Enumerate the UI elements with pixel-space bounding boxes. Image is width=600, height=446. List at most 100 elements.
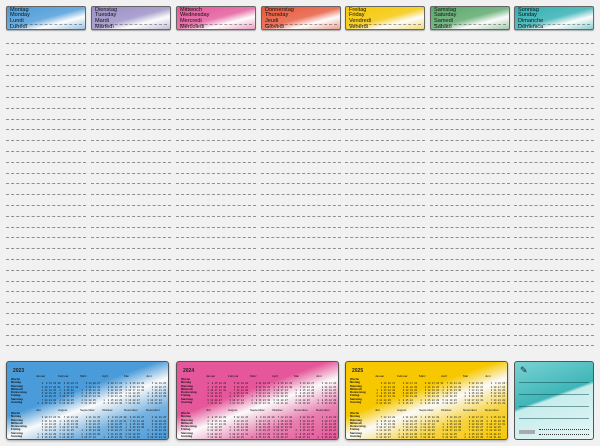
day-name: Sabato [434,24,506,29]
day-header-donnerstag: Donnerstag Thursday Jeudi Giovedì [261,6,341,30]
month-days: 4 11 18 25 5 12 19 26 6 13 20 27 7 14 21… [295,416,315,440]
day-column[interactable] [261,38,341,350]
writing-line [514,334,594,336]
day-header-mittwoch: Mittwoch Wednesday Mercredi Mercoledì [176,6,256,30]
month-name: Januar [206,374,216,378]
writing-line [6,86,86,88]
day-column[interactable] [176,38,256,350]
writing-line [345,259,425,260]
writing-line [176,323,256,325]
writing-line [6,161,86,163]
writing-line [345,107,425,109]
month-days: 5 12 19 26 6 13 20 27 7 14 21 28 1 8 15 … [229,382,249,406]
writing-line [430,53,510,55]
day-name: Donnerstag [265,7,294,13]
month-days: 7 14 21 28 1 8 15 22 29 2 9 16 23 30 3 1… [59,416,79,440]
month-block: November 6 13 20 27 7 14 21 28 1 8 15 22… [124,408,145,439]
writing-line [176,151,256,152]
logo-box [519,430,535,434]
day-column[interactable] [91,38,171,350]
day-column[interactable] [6,38,86,350]
row-label: Samstag [350,396,362,401]
day-name: Sonntag [518,7,539,13]
month-name: Mai [463,374,468,378]
writing-line [6,43,86,44]
writing-line [514,215,594,217]
month-days: 6 13 20 27 7 14 21 28 1 8 15 22 29 2 9 1… [295,382,315,406]
writing-line [176,259,256,260]
writing-line [261,43,341,44]
writing-line [176,280,256,282]
writing-line [176,205,256,206]
day-name: Vendredi [349,18,421,26]
writing-line [261,53,341,55]
row-label: Montag [350,380,360,385]
month-days: 2 9 16 23 30 3 10 17 24 4 11 18 25 5 12 … [251,416,275,440]
writing-line [176,118,256,120]
month-name: November [124,408,138,412]
writing-line [514,183,594,185]
day-column[interactable] [345,38,425,350]
writing-line [430,43,510,44]
day-name: Mittwoch [180,7,203,13]
day-header-dienstag: Dienstag Tuesday Mardi Martedì [91,6,171,30]
writing-line [514,161,594,163]
writing-line [91,43,171,44]
day-header-samstag: Samstag Saturday Samedi Sabato [430,6,510,30]
writing-line [176,269,256,271]
writing-line [91,269,171,271]
month-block: Dezember 2 9 16 23 30 3 10 17 24 31 4 11… [316,408,338,439]
writing-line [430,161,510,163]
row-label: Dienstag [11,383,23,388]
month-block: Januar 1 8 15 22 29 2 9 16 23 30 3 10 17… [206,374,227,406]
month-name: November [294,408,308,412]
writing-line [6,248,86,250]
writing-line [176,215,256,217]
month-days: 4 11 18 25 5 12 19 26 6 13 20 27 7 14 21… [398,416,418,440]
writing-line [261,269,341,271]
writing-line [514,280,594,282]
row-label: Dienstag [11,417,23,422]
row-label: Dienstag [181,417,193,422]
month-block: Juni 5 12 19 26 6 13 20 27 7 14 21 28 1 … [146,374,167,405]
row-label: Freitag [181,427,191,432]
month-name: März [250,374,257,378]
writing-line [261,259,341,260]
writing-line [6,53,86,55]
month-block: Mai 1 8 15 22 29 2 9 16 23 30 3 10 17 24… [124,374,145,406]
month-days: 1 8 15 22 29 2 9 16 23 30 3 10 17 24 31 … [207,382,227,406]
writing-line [261,140,341,142]
writing-line [514,86,594,88]
row-label: Mittwoch [11,420,24,425]
row-label: Mittwoch [350,386,363,391]
writing-line [261,226,341,228]
writing-line [176,129,256,131]
month-name: Dezember [485,408,499,412]
row-labels: Woche Montag Dienstag Mittwoch Donnerstag Fre… [11,411,35,438]
writing-line [345,43,425,44]
writing-line [91,334,171,336]
row-label: Dienstag [350,417,362,422]
month-name: Februar [58,374,69,378]
writing-line [91,64,171,66]
row-label: Samstag [11,396,23,401]
row-label: Sonntag [11,400,23,405]
month-block: Dezember 4 11 18 25 5 12 19 26 6 13 20 2… [146,408,167,439]
writing-line [345,86,425,88]
month-name: Oktober [441,408,452,412]
month-name: Dezember [316,408,330,412]
day-name: Mercredi [180,18,252,26]
month-days: 1 8 15 22 29 2 9 16 23 30 3 10 17 24 31 … [125,382,145,406]
writing-line [6,291,86,293]
month-block: April 7 14 21 28 1 8 15 22 29 2 9 16 23 … [441,374,462,405]
writing-line [430,291,510,293]
row-label: Donnerstag [11,390,27,395]
day-column[interactable] [514,38,594,350]
day-column[interactable] [430,38,510,350]
writing-line [345,194,425,196]
day-name: Lunedì [10,24,82,29]
year-calendar-2023: 2023 Woche Montag Dienstag Mittwoch Donnersta… [6,361,169,440]
row-label: Sonntag [181,434,193,439]
month-block: August 4 11 18 25 5 12 19 26 6 13 20 27 … [397,408,418,440]
row-label: Donnerstag [181,424,197,429]
